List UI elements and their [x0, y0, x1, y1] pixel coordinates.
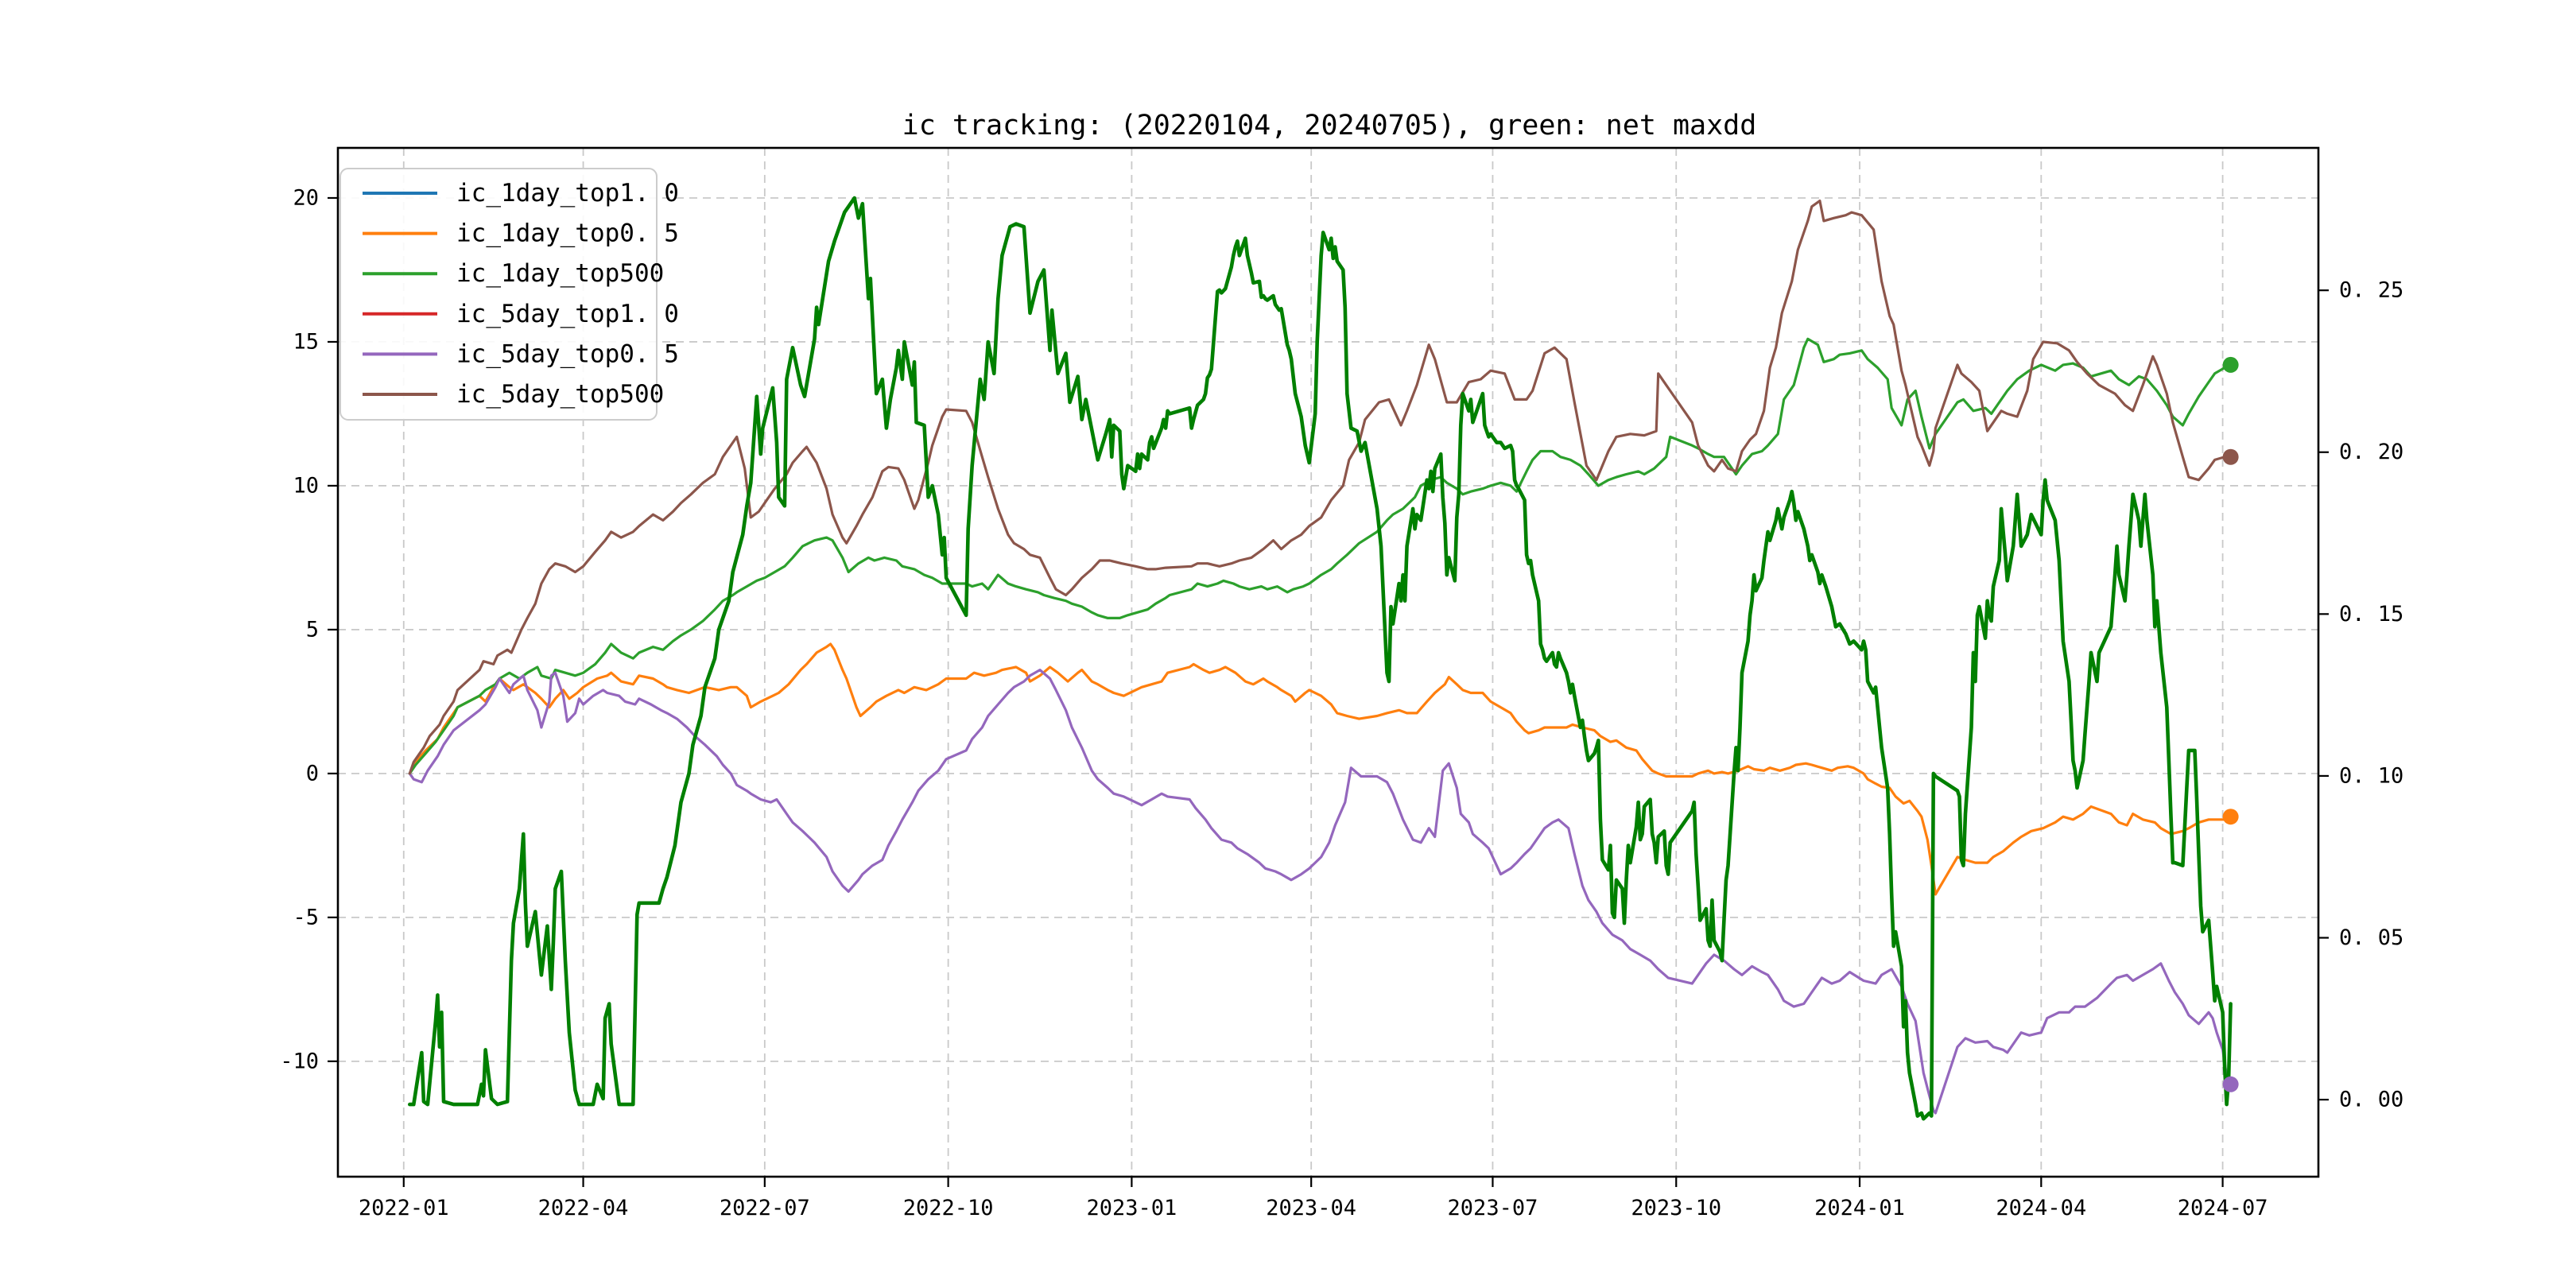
xtick-label: 2022-04: [538, 1196, 629, 1220]
series-ic_5day_top500-line: [408, 200, 2233, 775]
ytick-right-label: 0. 00: [2339, 1088, 2403, 1112]
ytick-right-label: 0. 15: [2339, 602, 2403, 627]
legend-label: ic_5day_top1. 0: [456, 300, 679, 328]
series-ic_1day_top0.5-endpoint: [2222, 809, 2239, 825]
series-ic_5day_top500-endpoint: [2222, 448, 2239, 465]
legend: ic_1day_top1. 0 ic_1day_top0. 5 ic_1day_to…: [339, 168, 679, 421]
ytick-left-label: 15: [293, 329, 319, 354]
ytick-right-label: 0. 10: [2339, 763, 2403, 788]
ytick-left-label: 5: [306, 617, 319, 642]
series-ic_5day_top0.5-line: [408, 668, 2233, 1115]
series-layer: [407, 196, 2239, 1121]
xtick-label: 2022-10: [903, 1196, 994, 1220]
xtick-label: 2023-04: [1266, 1196, 1356, 1220]
xtick-label: 2023-01: [1087, 1196, 1177, 1220]
xtick-label: 2024-04: [1996, 1196, 2086, 1220]
ytick-left-label: 20: [293, 185, 319, 210]
xtick-label: 2022-01: [359, 1196, 449, 1220]
ytick-left-label: -10: [280, 1049, 319, 1073]
ytick-left-label: -5: [293, 905, 319, 929]
legend-item-ic-1day-top500: ic_1day_top500: [363, 259, 664, 288]
legend-label: ic_1day_top1. 0: [456, 179, 679, 208]
series-ic_1day_top500-line: [408, 337, 2233, 775]
series-net_maxdd-line: [407, 196, 2233, 1121]
ytick-left-label: 10: [293, 473, 319, 498]
series-ic_1day_top0.5-line: [408, 642, 2233, 896]
xtick-label: 2022-07: [720, 1196, 810, 1220]
xtick-label: 2023-10: [1631, 1196, 1721, 1220]
legend-box: [339, 168, 658, 421]
legend-item-ic-5day-top500: ic_5day_top500: [363, 380, 664, 409]
series-ic_1day_top500-endpoint: [2222, 356, 2239, 373]
xtick-label: 2023-07: [1448, 1196, 1538, 1220]
legend-label: ic_5day_top0. 5: [456, 339, 679, 368]
xtick-label: 2024-01: [1814, 1196, 1905, 1220]
xtick-label: 2024-07: [2178, 1196, 2268, 1220]
axes-layer: 20 15 10 5 0 -5 -10 0. 25 0. 20 0. 15 0. 10 0. 05 0.…: [280, 146, 2403, 1220]
legend-label: ic_5day_top500: [456, 380, 664, 409]
ytick-right-label: 0. 25: [2339, 278, 2403, 303]
ytick-left-label: 0: [306, 761, 319, 786]
legend-item-ic-1day-top1-0: ic_1day_top1. 0: [363, 179, 679, 208]
legend-item-ic-5day-top0-5: ic_5day_top0. 5: [363, 339, 679, 368]
ytick-right-label: 0. 20: [2339, 440, 2403, 464]
chart-title: ic tracking: (20220104, 20240705), green…: [902, 110, 1757, 142]
legend-label: ic_1day_top500: [456, 259, 664, 288]
series-ic_5day_top0.5-endpoint: [2222, 1076, 2239, 1092]
grid-layer: [338, 148, 2318, 1177]
legend-item-ic-1day-top0-5: ic_1day_top0. 5: [363, 219, 679, 248]
ytick-right-label: 0. 05: [2339, 925, 2403, 950]
legend-item-ic-5day-top1-0: ic_5day_top1. 0: [363, 300, 679, 328]
plot-border: [336, 146, 2320, 1178]
legend-label: ic_1day_top0. 5: [456, 219, 679, 248]
